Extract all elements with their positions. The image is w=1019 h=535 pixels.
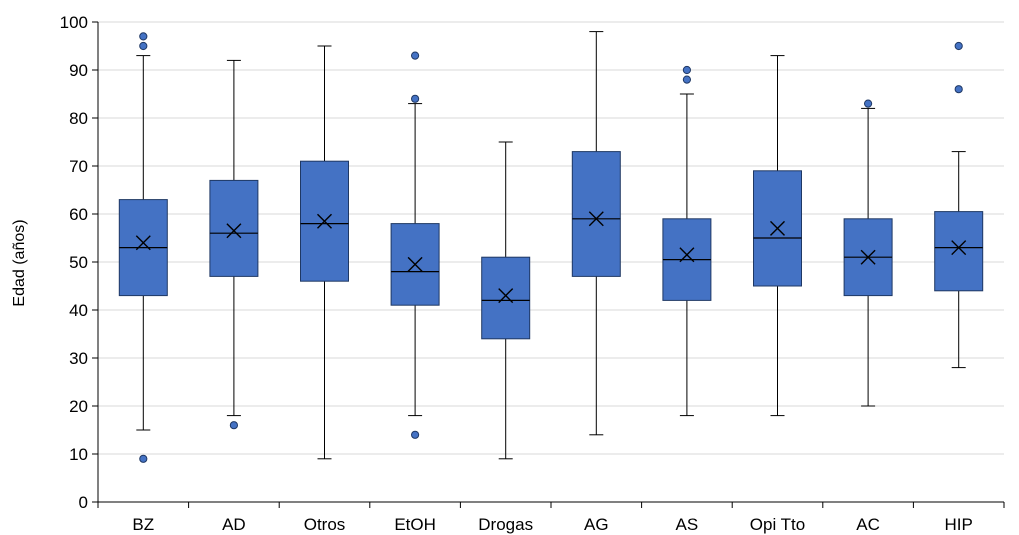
y-tick-label: 60: [69, 205, 88, 224]
box-opi-tto: [753, 55, 802, 417]
outlier-point: [411, 51, 420, 60]
y-tick-label: 30: [69, 349, 88, 368]
y-tick-labels: 0 10 20 30 40 50 60 70 80 90 100: [60, 13, 88, 512]
y-tick-label: 80: [69, 109, 88, 128]
iqr-box: [300, 160, 349, 282]
iqr-box: [571, 151, 621, 277]
x-tick-label: Opi Tto: [750, 515, 805, 534]
box-as: [662, 65, 712, 417]
iqr-box: [209, 179, 259, 277]
outlier-point: [864, 99, 873, 108]
outlier-point: [139, 32, 148, 41]
x-tick-label: Otros: [304, 515, 346, 534]
box-ag: [571, 31, 621, 436]
x-tick-label: Drogas: [478, 515, 533, 534]
box-bz: [118, 32, 168, 463]
box-hip: [934, 41, 984, 369]
x-tick-label: EtOH: [394, 515, 436, 534]
axes: [92, 21, 1005, 508]
y-tick-label: 0: [79, 493, 88, 512]
outlier-point: [682, 75, 692, 84]
x-tick-label: AC: [856, 515, 880, 534]
x-tick-label: AG: [584, 515, 609, 534]
x-tick-label: BZ: [132, 515, 154, 534]
outlier-point: [411, 430, 420, 439]
outlier-point: [411, 94, 420, 103]
mean-marker: [951, 240, 967, 256]
y-tick-label: 100: [60, 13, 88, 32]
box-ad: [209, 59, 259, 430]
y-tick-label: 90: [69, 61, 88, 80]
y-tick-label: 20: [69, 397, 88, 416]
mean-marker: [226, 223, 242, 239]
mean-marker: [679, 247, 695, 263]
mean-marker: [770, 220, 785, 236]
outlier-point: [229, 421, 238, 430]
outlier-point: [954, 41, 963, 51]
iqr-box: [934, 211, 984, 292]
box-drogas: [481, 141, 531, 460]
outlier-point: [139, 454, 148, 463]
mean-marker: [135, 235, 151, 251]
y-tick-label: 10: [69, 445, 88, 464]
mean-marker: [317, 213, 332, 229]
box-otros: [300, 45, 349, 460]
mean-marker: [498, 288, 514, 304]
mean-marker: [860, 249, 876, 265]
outlier-point: [682, 65, 692, 75]
box-ac: [843, 99, 893, 407]
outlier-point: [954, 85, 963, 94]
x-tick-label: AS: [676, 515, 699, 534]
y-axis-title: Edad (años): [11, 219, 28, 306]
mean-marker: [407, 256, 423, 272]
y-tick-label: 70: [69, 157, 88, 176]
iqr-box: [481, 256, 531, 340]
mean-marker: [588, 211, 604, 227]
x-tick-labels: BZ AD Otros EtOH Drogas AG AS Opi Tto AC HIP: [132, 515, 972, 534]
x-tick-label: AD: [222, 515, 246, 534]
y-tick-label: 50: [69, 253, 88, 272]
box-etoh: [390, 51, 440, 439]
x-tick-label: HIP: [945, 515, 973, 534]
y-tick-label: 40: [69, 301, 88, 320]
boxes: [118, 31, 984, 463]
outlier-point: [139, 41, 148, 51]
